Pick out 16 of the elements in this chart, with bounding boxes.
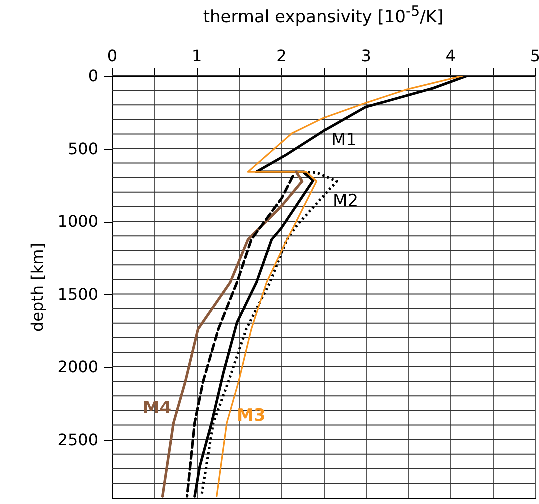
y-tick-label: 1000 [58, 212, 98, 232]
x-tick-label: 0 [107, 46, 118, 66]
x-tick-label: 4 [446, 46, 456, 66]
y-tick-label: 0 [88, 66, 98, 86]
x-tick-label: 3 [361, 46, 372, 66]
x-tick-label: 2 [276, 46, 287, 66]
y-axis-title: depth [km] [28, 243, 47, 332]
y-tick-label: 1500 [58, 284, 98, 304]
y-tick-label: 2000 [58, 358, 98, 377]
annotation: M2 [333, 192, 359, 212]
y-tick-label: 2500 [58, 430, 98, 450]
x-tick-label: 1 [192, 46, 202, 66]
y-tick-label: 500 [68, 139, 98, 158]
x-tick-label: 5 [530, 46, 539, 66]
annotation: M1 [332, 130, 357, 150]
x-axis-title: thermal expansivity [10$^{-5}$/K] [202, 4, 445, 28]
